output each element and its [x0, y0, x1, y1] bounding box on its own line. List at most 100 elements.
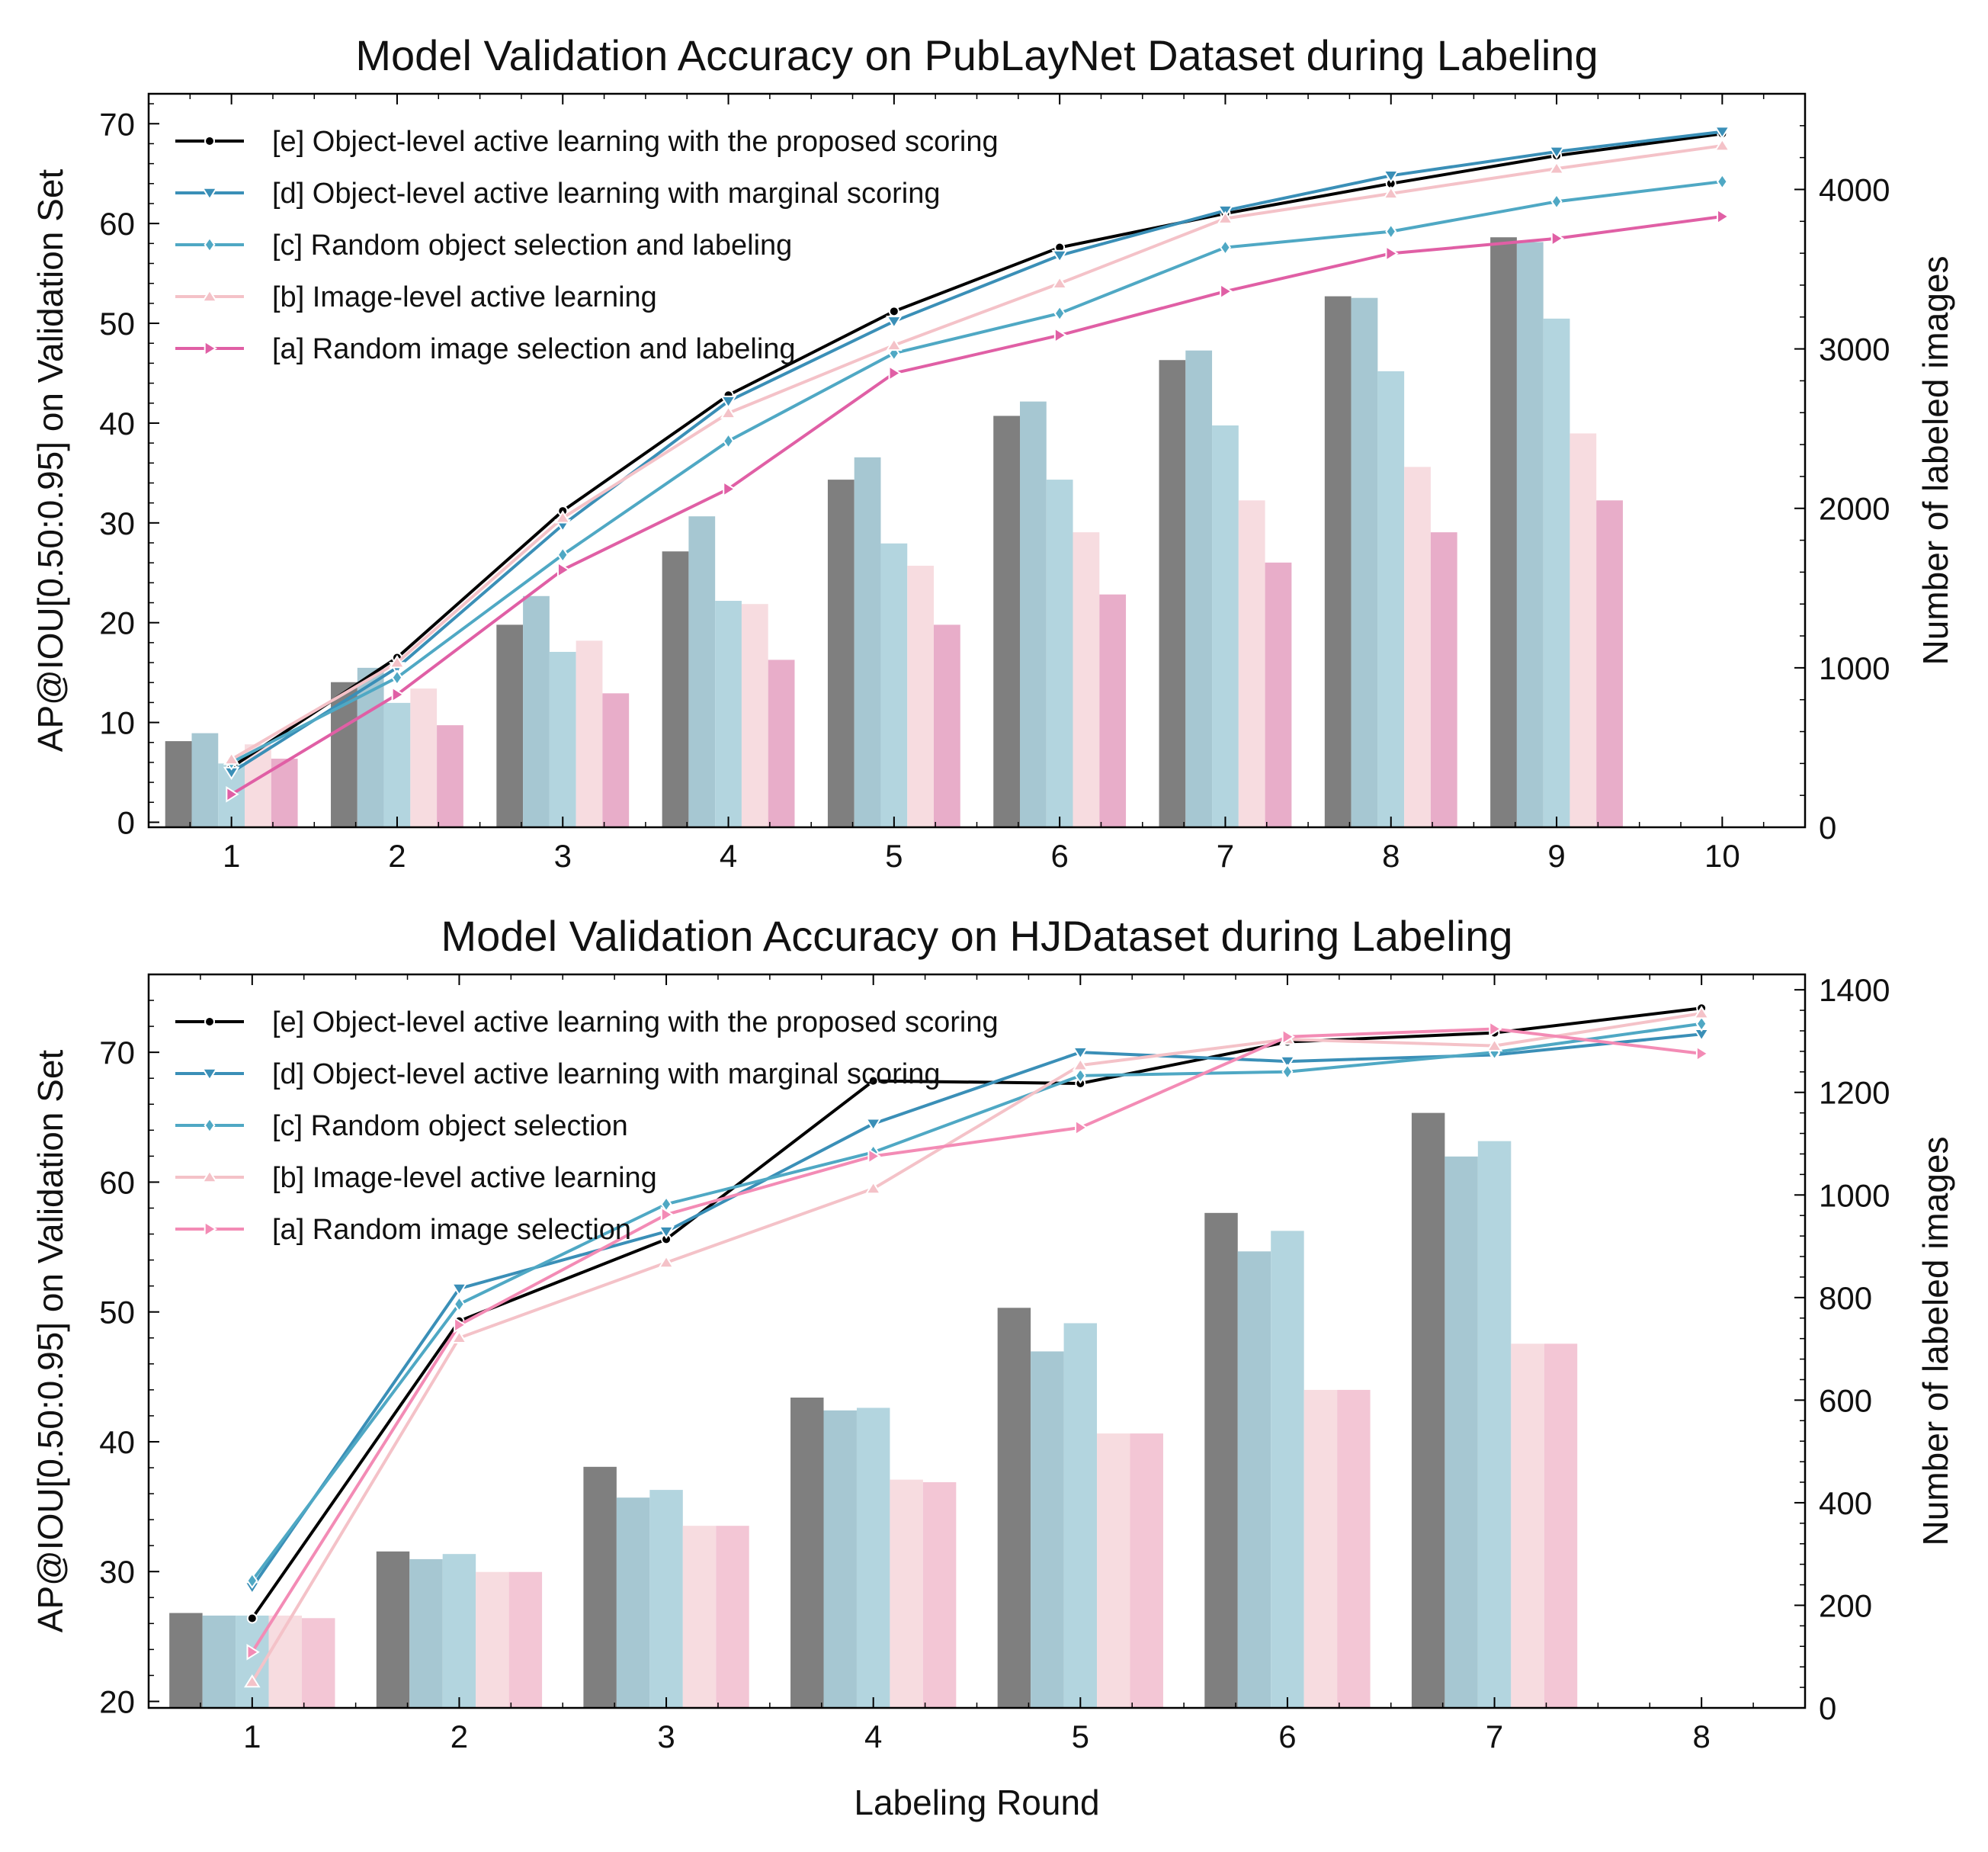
x-tick-label: 5	[1072, 1719, 1089, 1754]
point-b-round-4	[720, 405, 737, 419]
series-line-e	[230, 132, 1723, 769]
legend-label-b: [b] Image-level active learning	[272, 281, 657, 313]
bar-a-round-5	[934, 624, 960, 827]
bars	[165, 237, 1623, 828]
bar-c-round-9	[1543, 318, 1570, 827]
point-b-round-7	[1486, 1038, 1503, 1051]
bar-d-round-6	[1237, 1251, 1271, 1708]
bar-e-round-5	[827, 480, 855, 827]
y-right-tick-label: 0	[1819, 1690, 1836, 1726]
x-axis: 1 2 3 4 5 6 7 8 9 10	[148, 94, 1806, 874]
bar-e-round-3	[496, 624, 524, 827]
point-a-round-4	[867, 1147, 881, 1165]
bar-c-round-6	[1046, 480, 1073, 827]
y-axis-left: 20 30 40 50 60 70	[99, 974, 159, 1719]
point-b-round-1	[244, 1674, 261, 1688]
chart-title: Model Validation Accuracy on PubLayNet D…	[355, 31, 1598, 79]
point-a-round-1	[226, 786, 239, 803]
point-a-round-3	[556, 561, 571, 579]
point-c-round-8	[1385, 223, 1397, 240]
bar-e-round-1	[165, 741, 192, 827]
y-right-tick-label: 800	[1819, 1280, 1872, 1316]
bar-b-round-1	[245, 744, 271, 827]
point-c-round-10	[1716, 173, 1728, 190]
panel-publaynet: Model Validation Accuracy on PubLayNet D…	[30, 31, 1955, 874]
point-c-round-6	[1053, 305, 1066, 322]
point-a-round-7	[1489, 1020, 1502, 1038]
bar-e-round-6	[993, 416, 1020, 827]
bar-b-round-6	[1303, 1389, 1338, 1708]
bar-b-round-8	[1404, 467, 1431, 827]
x-tick-label: 7	[1486, 1719, 1503, 1754]
bar-a-round-4	[922, 1482, 957, 1708]
legend-marker-a	[204, 340, 217, 357]
point-b-round-7	[1217, 210, 1234, 224]
bar-c-round-7	[1477, 1141, 1512, 1708]
legend-label-c: [c] Random object selection	[272, 1110, 628, 1142]
point-d-round-8	[1382, 170, 1400, 184]
bar-e-round-5	[997, 1308, 1031, 1708]
point-b-round-5	[1072, 1058, 1089, 1071]
series-line-c	[251, 1022, 1702, 1582]
x-tick-label: 7	[1217, 838, 1234, 874]
y-axis-label-right: Number of labeled images	[1916, 1137, 1955, 1546]
bar-a-round-3	[716, 1526, 749, 1708]
point-c-round-6	[1281, 1063, 1294, 1080]
y-tick-label: 40	[99, 406, 135, 441]
y-right-tick-label: 600	[1819, 1382, 1872, 1418]
bar-b-round-7	[1511, 1343, 1544, 1708]
legend-marker-b	[201, 1170, 218, 1183]
bar-c-round-7	[1212, 425, 1239, 827]
x-tick-label: 8	[1382, 838, 1400, 874]
bar-c-round-8	[1377, 371, 1405, 827]
point-b-round-1	[223, 752, 240, 766]
series-line-d	[230, 130, 1723, 774]
y-tick-label: 40	[99, 1424, 135, 1460]
x-tick-label: 6	[1278, 1719, 1296, 1754]
lines	[223, 126, 1731, 803]
y-right-tick-label: 1200	[1819, 1075, 1890, 1111]
bar-c-round-3	[649, 1490, 683, 1708]
bar-d-round-1	[191, 733, 219, 827]
point-a-round-8	[1385, 245, 1399, 262]
y-tick-label: 20	[99, 605, 135, 641]
bar-d-round-7	[1185, 350, 1213, 827]
bar-c-round-5	[1063, 1323, 1098, 1708]
point-b-round-4	[864, 1180, 882, 1195]
bar-a-round-2	[437, 725, 463, 827]
bar-a-round-7	[1544, 1343, 1578, 1708]
point-d-round-5	[886, 316, 903, 329]
y-tick-label: 10	[99, 705, 135, 741]
bar-d-round-4	[823, 1410, 857, 1708]
bar-d-round-1	[202, 1615, 236, 1708]
series-line-c	[230, 180, 1723, 764]
y-tick-label: 60	[99, 206, 135, 242]
legend-label-b: [b] Image-level active learning	[272, 1162, 657, 1194]
point-d-round-5	[1072, 1046, 1089, 1061]
point-a-round-6	[1281, 1028, 1295, 1045]
legend-marker-b	[201, 289, 218, 303]
point-d-round-6	[1051, 249, 1068, 264]
bar-b-round-7	[1238, 500, 1265, 827]
legend-marker-a	[204, 1221, 217, 1237]
series-line-b	[230, 144, 1723, 761]
point-b-round-3	[554, 510, 572, 524]
bar-d-round-2	[409, 1558, 443, 1708]
series-line-a	[251, 1027, 1702, 1653]
bar-e-round-3	[583, 1466, 617, 1708]
point-a-round-5	[1075, 1119, 1089, 1136]
series-line-a	[230, 215, 1723, 796]
point-a-round-6	[1053, 326, 1068, 344]
bar-c-round-4	[856, 1407, 890, 1708]
bar-c-round-5	[880, 543, 908, 827]
bar-a-round-8	[1430, 532, 1457, 827]
y-right-tick-label: 3000	[1819, 332, 1890, 368]
bar-b-round-9	[1570, 433, 1597, 827]
bar-c-round-2	[442, 1554, 476, 1708]
bar-e-round-4	[662, 551, 689, 827]
bar-d-round-7	[1445, 1156, 1478, 1708]
bar-e-round-2	[376, 1551, 410, 1708]
y-axis-label-right: Number of labeled images	[1916, 256, 1955, 666]
bar-e-round-8	[1324, 296, 1352, 827]
